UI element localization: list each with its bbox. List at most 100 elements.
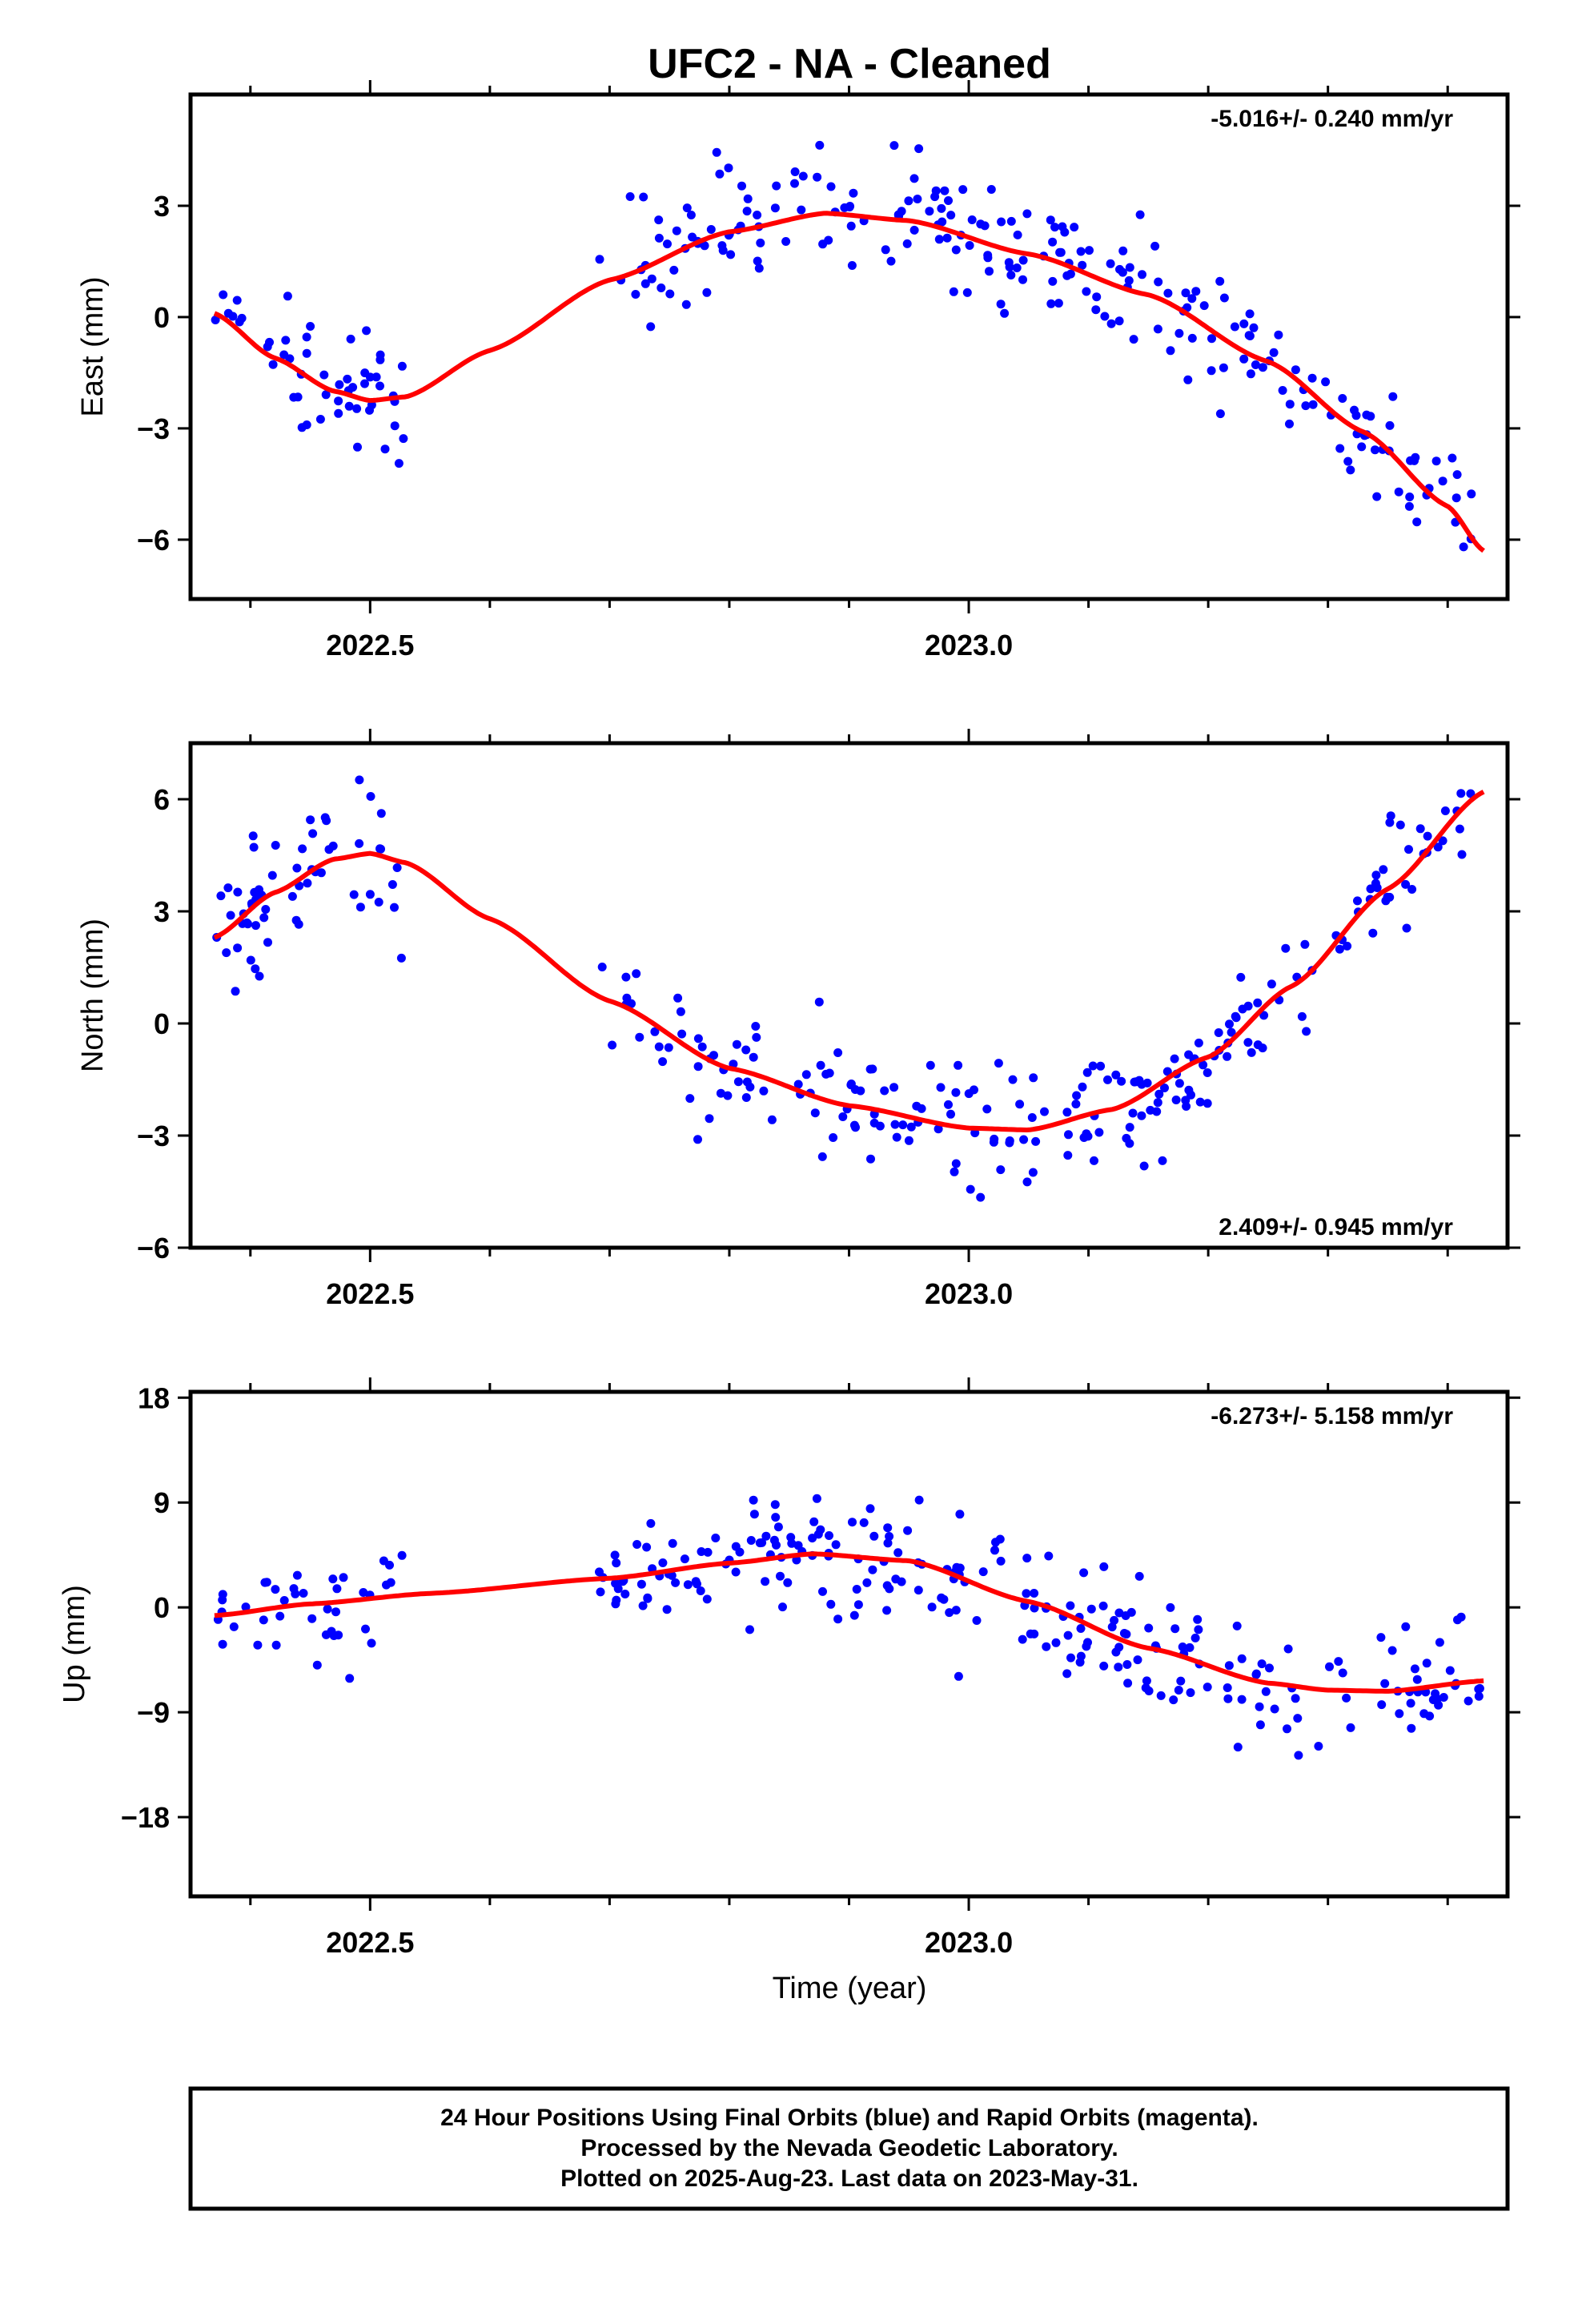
data-point: [797, 205, 806, 215]
data-point: [1423, 831, 1432, 841]
data-point: [1082, 287, 1091, 296]
data-point: [1334, 1657, 1343, 1667]
data-point: [1187, 333, 1197, 343]
rate-label: 2.409+/- 0.945 mm/yr: [1219, 1214, 1453, 1240]
data-point: [683, 1580, 693, 1590]
data-point: [223, 883, 233, 893]
data-point: [962, 287, 972, 297]
data-point: [726, 250, 736, 259]
data-point: [306, 322, 315, 331]
data-point: [1018, 275, 1027, 284]
data-point: [1111, 1647, 1121, 1657]
data-point: [1146, 1105, 1155, 1115]
data-point: [246, 955, 255, 965]
data-point: [706, 225, 716, 234]
data-point: [890, 1120, 900, 1129]
data-point: [662, 1605, 672, 1614]
data-point: [267, 870, 277, 880]
data-point: [650, 1027, 660, 1036]
data-point: [1048, 237, 1058, 247]
data-point: [980, 221, 990, 231]
data-point: [904, 1136, 913, 1145]
y-tick-label: −6: [137, 1232, 170, 1265]
data-point: [335, 380, 344, 389]
data-point: [1269, 348, 1279, 357]
data-point: [1129, 335, 1138, 344]
data-point: [361, 1624, 370, 1634]
data-point: [1106, 259, 1115, 268]
data-point: [996, 300, 1006, 309]
data-point: [1335, 944, 1344, 954]
data-point: [647, 274, 656, 283]
data-point: [625, 192, 635, 201]
data-point: [1051, 1638, 1061, 1647]
data-point: [934, 235, 944, 244]
data-point: [880, 1086, 889, 1096]
data-point: [1351, 411, 1361, 420]
data-point: [946, 1109, 955, 1119]
y-tick-label: −18: [121, 1801, 170, 1834]
data-point: [742, 207, 752, 216]
data-point: [669, 265, 679, 275]
data-point: [321, 1630, 331, 1639]
data-point: [1233, 1743, 1243, 1752]
data-point: [1243, 1038, 1253, 1047]
data-point: [818, 239, 828, 249]
data-point: [716, 1088, 725, 1098]
data-point: [1452, 493, 1461, 503]
data-point: [753, 256, 762, 266]
data-point: [751, 1022, 761, 1031]
data-point: [833, 1614, 843, 1624]
data-point: [380, 444, 390, 454]
data-point: [810, 1108, 820, 1118]
data-point: [1459, 542, 1468, 552]
y-tick-label: 6: [154, 783, 170, 816]
data-point: [925, 207, 934, 216]
data-point: [958, 185, 968, 195]
rate-label: -6.273+/- 5.158 mm/yr: [1211, 1403, 1453, 1429]
data-point: [1406, 1699, 1415, 1708]
data-point: [1372, 492, 1382, 501]
data-point: [1083, 1132, 1093, 1141]
data-point: [1236, 972, 1246, 982]
data-point: [639, 192, 648, 202]
y-tick-label: 3: [154, 895, 170, 928]
data-point: [1237, 1695, 1247, 1704]
data-point: [1415, 824, 1425, 834]
data-point: [1251, 1670, 1261, 1679]
data-point: [1255, 1702, 1264, 1711]
data-point: [889, 1083, 899, 1092]
data-point: [1029, 1073, 1038, 1083]
y-axis-label: North (mm): [76, 919, 110, 1072]
data-point: [597, 963, 607, 971]
data-point: [1251, 360, 1260, 369]
data-point: [814, 997, 824, 1007]
plot-frame: [188, 741, 1510, 1250]
data-point: [307, 1614, 317, 1623]
data-point: [801, 1070, 811, 1080]
data-point: [292, 863, 302, 873]
data-point: [681, 300, 691, 309]
data-point: [1338, 394, 1347, 403]
data-point: [1094, 1128, 1104, 1137]
data-point: [825, 1531, 833, 1540]
data-point: [1090, 1156, 1098, 1165]
data-point: [1185, 1642, 1195, 1652]
data-point: [1066, 1653, 1075, 1663]
data-point: [946, 211, 956, 220]
data-point: [913, 195, 922, 203]
data-point: [671, 1578, 681, 1587]
data-point: [996, 1165, 1006, 1175]
data-point: [1467, 489, 1476, 499]
data-point: [218, 1639, 227, 1649]
data-point: [865, 1064, 875, 1074]
data-point: [1195, 1097, 1205, 1107]
data-point: [893, 210, 903, 219]
data-point: [1440, 806, 1450, 815]
data-point: [1325, 1662, 1334, 1671]
data-point: [1042, 1642, 1051, 1651]
data-point: [866, 1154, 875, 1164]
data-point: [306, 815, 315, 825]
data-point: [1278, 386, 1287, 395]
data-point: [1343, 941, 1352, 951]
